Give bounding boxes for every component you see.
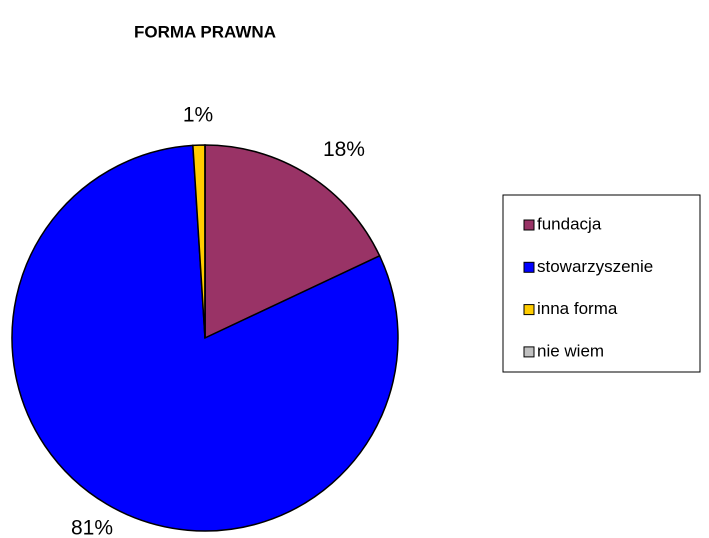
legend-box bbox=[502, 194, 701, 373]
legend-swatch bbox=[523, 219, 535, 231]
legend-label: inna forma bbox=[537, 299, 618, 318]
chart-title: FORMA PRAWNA bbox=[134, 22, 276, 41]
legend-swatch bbox=[523, 304, 535, 316]
legend-label: nie wiem bbox=[537, 341, 604, 360]
legend-label: fundacja bbox=[537, 214, 602, 233]
data-label: 81% bbox=[71, 517, 113, 538]
data-label: 18% bbox=[323, 138, 365, 161]
pie-slice bbox=[11, 144, 399, 532]
legend-swatch bbox=[523, 346, 535, 358]
pie-slice bbox=[204, 144, 381, 340]
legend-label: stowarzyszenie bbox=[537, 257, 653, 276]
data-label: 1% bbox=[183, 104, 213, 127]
legend-swatch bbox=[523, 261, 535, 273]
